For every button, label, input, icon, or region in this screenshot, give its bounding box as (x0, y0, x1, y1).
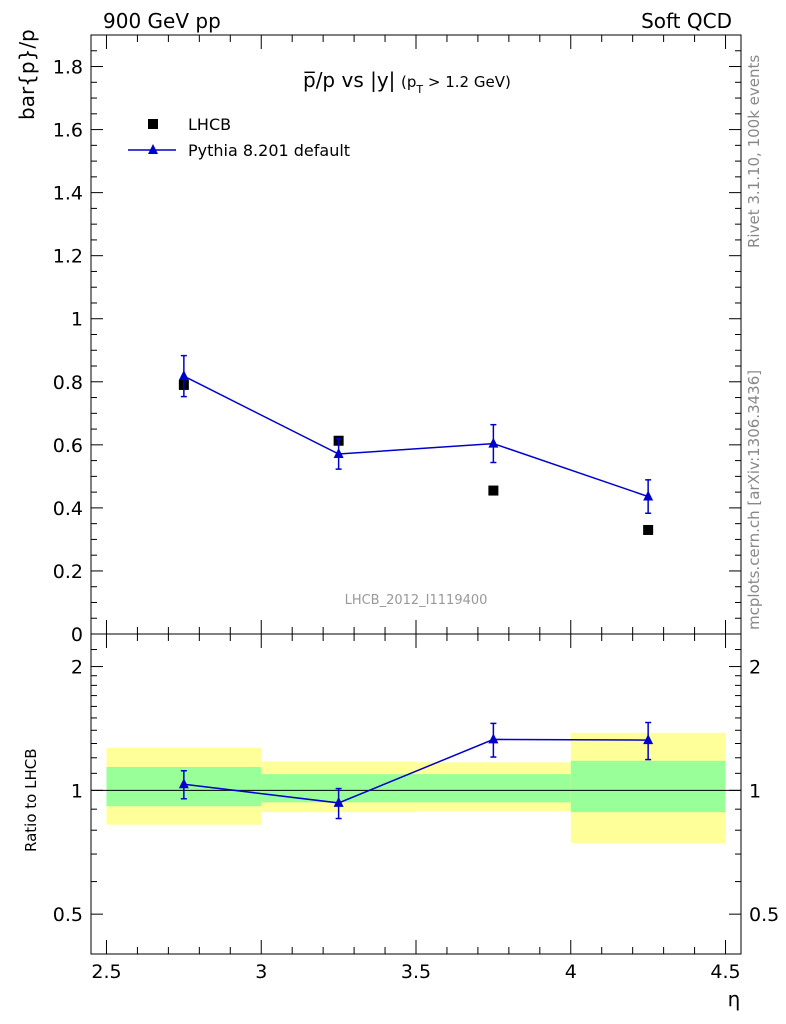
main-ytick-label: 0.6 (53, 435, 83, 457)
ratio-y-ticks: 0.5 0.5 1 1 2 2 (53, 633, 779, 955)
pythia-point (643, 490, 654, 501)
ratio-pythia-point (178, 778, 189, 789)
x-tick-label: 3 (255, 961, 267, 983)
legend-data-marker (148, 119, 158, 129)
pythia-point (333, 447, 344, 458)
mcplots-label: mcplots.cern.ch [arXiv:1306.3436] (745, 370, 763, 630)
main-ytick-label: 0.4 (53, 498, 83, 520)
pythia-point (178, 370, 189, 381)
ratio-pythia-point (488, 733, 499, 744)
main-ytick-label: 0.2 (53, 561, 83, 583)
pythia-line (183, 375, 649, 498)
ratio-pythia-line (183, 738, 649, 804)
ratio-frame (90, 633, 742, 955)
main-ytick-label: 1.8 (53, 57, 83, 79)
ratio-ytick-label: 0.5 (53, 904, 83, 926)
ratio-band-inner (570, 760, 726, 813)
legend-data-label: LHCB (188, 115, 231, 134)
x-axis-ticks: 2.5 3 3.5 4 4.5 (91, 35, 741, 983)
ratio-pythia-point (643, 734, 654, 745)
header-right-label: Soft QCD (641, 9, 732, 33)
analysis-id-label: LHCB_2012_I1119400 (345, 593, 488, 608)
main-ytick-label: 0.8 (53, 372, 83, 394)
main-y-ticks: 0 0.2 0.4 0.6 0.8 1 1.2 1.4 1.6 1.8 (53, 50, 741, 646)
x-tick-label: 2.5 (91, 961, 121, 983)
ratio-plot-marks (178, 721, 654, 820)
ratio-pythia-point (333, 796, 344, 807)
ratio-ylabel: Ratio to LHCB (22, 748, 40, 852)
main-ytick-label: 1.2 (53, 246, 83, 268)
x-tick-label: 4 (565, 961, 577, 983)
main-ytick-label: 1 (71, 309, 83, 331)
ratio-ytick-label: 1 (71, 780, 83, 802)
main-plot-marks (178, 354, 654, 535)
x-tick-label: 3.5 (401, 961, 431, 983)
x-tick-label: 4.5 (710, 961, 740, 983)
main-ytick-label: 1.4 (53, 183, 83, 205)
plot-title-cut: (pT > 1.2 GeV) (401, 73, 511, 96)
plot-title-main: p̅/p vs |y| (303, 68, 395, 92)
lhcb-data-point (643, 524, 654, 535)
pythia-point (488, 437, 499, 448)
ratio-ytick-label-right: 0.5 (749, 904, 779, 926)
legend-mc-marker (148, 144, 158, 154)
x-axis-label: η (728, 987, 741, 1011)
main-ytick-label: 1.6 (53, 120, 83, 142)
main-ytick-label: 0 (71, 624, 83, 646)
legend-mc-label: Pythia 8.201 default (188, 141, 350, 160)
ratio-band-inner (416, 774, 571, 803)
ratio-ytick-label-right: 1 (749, 780, 761, 802)
ratio-ytick-label-right: 2 (749, 657, 761, 679)
lhcb-data-point (488, 485, 499, 496)
ratio-ytick-label: 2 (71, 657, 83, 679)
rivet-version-label: Rivet 3.1.10, 100k events (745, 55, 763, 248)
header-left-label: 900 GeV pp (103, 9, 221, 33)
main-ylabel: bar{p}/p (15, 29, 39, 120)
